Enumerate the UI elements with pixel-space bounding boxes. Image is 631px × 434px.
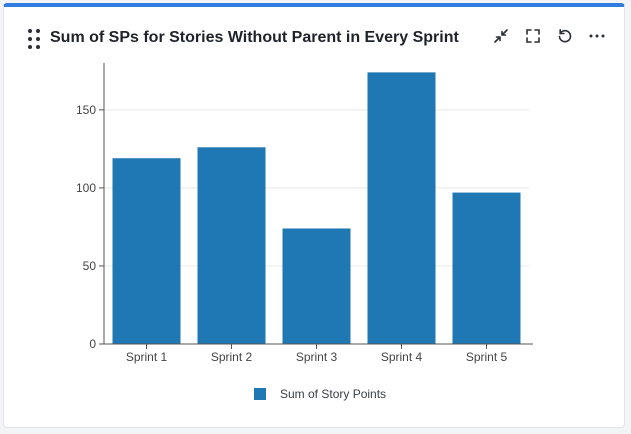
y-tick-label: 150 (76, 103, 96, 117)
y-tick-label: 100 (76, 181, 96, 195)
bar[interactable] (282, 228, 351, 344)
minimize-icon[interactable] (492, 27, 510, 45)
bar-series (112, 72, 521, 344)
y-axis: 0 50 100 150 (76, 63, 105, 351)
y-tick-label: 50 (83, 259, 97, 273)
x-tick-label: Sprint 3 (296, 350, 338, 364)
x-tick-label: Sprint 4 (381, 350, 423, 364)
legend[interactable]: Sum of Story Points (254, 387, 386, 401)
refresh-icon[interactable] (556, 27, 574, 45)
bar[interactable] (112, 158, 181, 344)
x-axis: Sprint 1 Sprint 2 Sprint 3 Sprint 4 Sprint 5 (104, 343, 533, 364)
chart-card: Sum of SPs for Stories Without Parent in… (3, 3, 625, 428)
bar[interactable] (367, 72, 436, 344)
y-tick-label: 0 (89, 337, 96, 351)
card-actions (492, 27, 606, 45)
legend-swatch (254, 388, 266, 400)
x-tick-label: Sprint 2 (211, 350, 253, 364)
bar[interactable] (452, 192, 521, 344)
card-header: Sum of SPs for Stories Without Parent in… (4, 7, 624, 67)
legend-label: Sum of Story Points (280, 387, 387, 401)
x-tick-label: Sprint 1 (126, 350, 168, 364)
chart-title: Sum of SPs for Stories Without Parent in… (50, 29, 459, 46)
x-tick-label: Sprint 5 (466, 350, 508, 364)
more-icon[interactable] (588, 27, 606, 45)
drag-handle-icon[interactable] (28, 29, 40, 49)
bar[interactable] (197, 147, 266, 344)
fullscreen-icon[interactable] (524, 27, 542, 45)
